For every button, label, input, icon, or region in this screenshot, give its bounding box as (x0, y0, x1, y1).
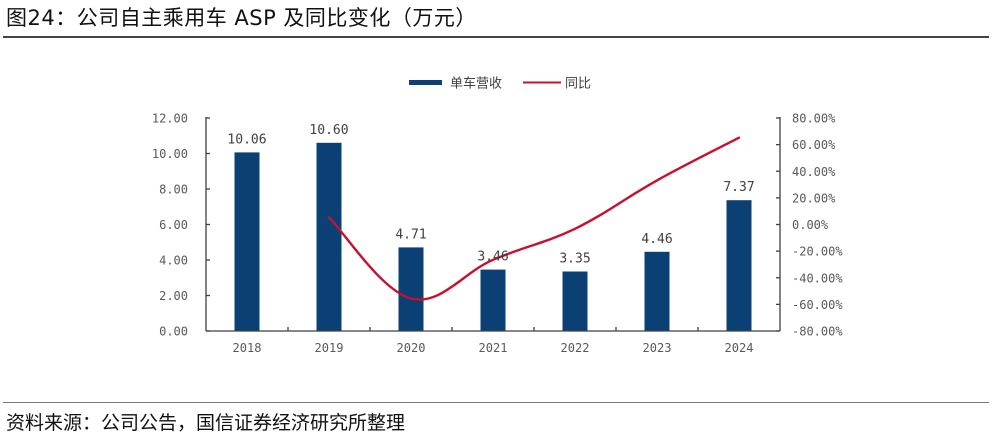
y-right-tick-label: -60.00% (792, 298, 843, 312)
y-left-tick-label: 12.00 (152, 112, 188, 126)
y-left-tick-label: 0.00 (159, 325, 188, 339)
x-tick-label-2024: 2024 (725, 341, 754, 355)
y-right-tick-label: 0.00% (792, 218, 829, 232)
bottom-divider (3, 402, 989, 403)
data-label-2023: 4.46 (641, 232, 672, 247)
y-left-tick-label: 8.00 (159, 183, 188, 197)
y-left-tick-label: 10.00 (152, 147, 188, 161)
x-tick-label-2021: 2021 (479, 341, 508, 355)
legend-label-bar: 单车营收 (450, 76, 502, 92)
figure-title: 图24：公司自主乘用车 ASP 及同比变化（万元） (6, 6, 477, 30)
bar-2019 (316, 142, 342, 331)
y-right-tick-label: 40.00% (792, 165, 836, 179)
top-divider (3, 36, 989, 38)
data-label-2019: 10.60 (309, 123, 348, 138)
x-tick-label-2023: 2023 (643, 341, 672, 355)
bar-2020 (398, 247, 424, 331)
data-label-2022: 3.35 (559, 252, 590, 267)
x-tick-label-2020: 2020 (397, 341, 426, 355)
yoy-line (327, 136, 741, 301)
data-label-2024: 7.37 (723, 180, 754, 195)
data-label-2020: 4.71 (395, 227, 426, 242)
bar-2022 (562, 271, 588, 331)
y-right-tick-label: 60.00% (792, 138, 836, 152)
chart-canvas: 单车营收 同比 0.00 2.00 4.00 6.00 8.00 10.00 12.00 -8… (152, 76, 843, 356)
x-tick-label-2022: 2022 (561, 341, 590, 355)
source-note: 资料来源：公司公告，国信证券经济研究所整理 (6, 412, 406, 434)
y-left-tick-label: 4.00 (159, 254, 188, 268)
y-left-tick-label: 6.00 (159, 218, 188, 232)
legend-swatch-bar (409, 80, 442, 85)
legend: 单车营收 同比 (409, 76, 591, 92)
data-label-2021: 3.46 (477, 250, 508, 265)
x-tick-label-2019: 2019 (315, 341, 344, 355)
y-right-tick-label: -20.00% (792, 245, 843, 259)
bar-2018 (234, 152, 260, 331)
bar-2023 (644, 251, 670, 331)
y-right-tick-label: -40.00% (792, 271, 843, 285)
bar-2024 (726, 200, 752, 331)
legend-label-line: 同比 (565, 77, 591, 92)
y-right-tick-label: 80.00% (792, 112, 836, 126)
y-left-tick-label: 2.00 (159, 289, 188, 303)
y-right-tick-label: -80.00% (792, 325, 843, 339)
x-tick-label-2018: 2018 (233, 341, 262, 355)
bar-2021 (480, 269, 506, 331)
data-label-2018: 10.06 (227, 132, 266, 147)
y-right-tick-label: 20.00% (792, 191, 836, 205)
